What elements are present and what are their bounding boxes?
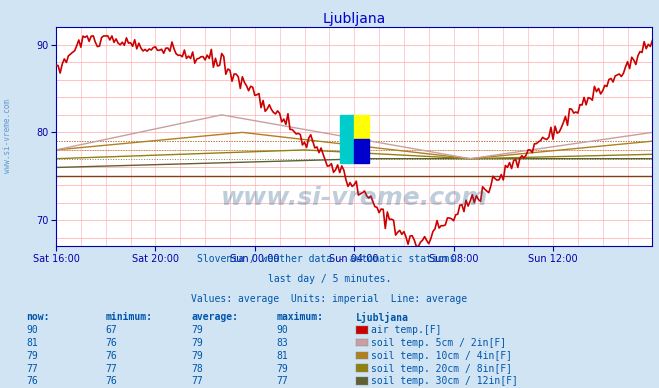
- Text: 81: 81: [277, 351, 289, 361]
- Text: 76: 76: [26, 376, 38, 386]
- Text: Ljubljana: Ljubljana: [356, 312, 409, 323]
- Text: last day / 5 minutes.: last day / 5 minutes.: [268, 274, 391, 284]
- Text: 67: 67: [105, 325, 117, 335]
- Text: maximum:: maximum:: [277, 312, 324, 322]
- Text: soil temp. 20cm / 8in[F]: soil temp. 20cm / 8in[F]: [371, 364, 512, 374]
- Text: soil temp. 30cm / 12in[F]: soil temp. 30cm / 12in[F]: [371, 376, 518, 386]
- Title: Ljubljana: Ljubljana: [323, 12, 386, 26]
- Text: 90: 90: [277, 325, 289, 335]
- Text: air temp.[F]: air temp.[F]: [371, 325, 442, 335]
- Text: 79: 79: [191, 338, 203, 348]
- Text: Slovenia / weather data - automatic stations.: Slovenia / weather data - automatic stat…: [197, 254, 462, 264]
- Text: 77: 77: [26, 364, 38, 374]
- Text: 79: 79: [277, 364, 289, 374]
- Text: 76: 76: [105, 338, 117, 348]
- Text: 77: 77: [277, 376, 289, 386]
- Text: 79: 79: [191, 351, 203, 361]
- Text: soil temp. 5cm / 2in[F]: soil temp. 5cm / 2in[F]: [371, 338, 506, 348]
- Bar: [354, 139, 368, 163]
- Text: 77: 77: [105, 364, 117, 374]
- Text: 90: 90: [26, 325, 38, 335]
- Text: 78: 78: [191, 364, 203, 374]
- Text: 76: 76: [105, 376, 117, 386]
- Text: 79: 79: [191, 325, 203, 335]
- Text: 76: 76: [105, 351, 117, 361]
- Text: average:: average:: [191, 312, 238, 322]
- Text: 83: 83: [277, 338, 289, 348]
- Text: now:: now:: [26, 312, 50, 322]
- Text: www.si-vreme.com: www.si-vreme.com: [221, 186, 488, 210]
- Text: www.si-vreme.com: www.si-vreme.com: [3, 99, 13, 173]
- Text: 79: 79: [26, 351, 38, 361]
- Text: 77: 77: [191, 376, 203, 386]
- Text: 81: 81: [26, 338, 38, 348]
- Bar: [340, 115, 355, 163]
- Text: soil temp. 10cm / 4in[F]: soil temp. 10cm / 4in[F]: [371, 351, 512, 361]
- Text: Values: average  Units: imperial  Line: average: Values: average Units: imperial Line: av…: [191, 294, 468, 305]
- Bar: [354, 115, 368, 139]
- Text: minimum:: minimum:: [105, 312, 152, 322]
